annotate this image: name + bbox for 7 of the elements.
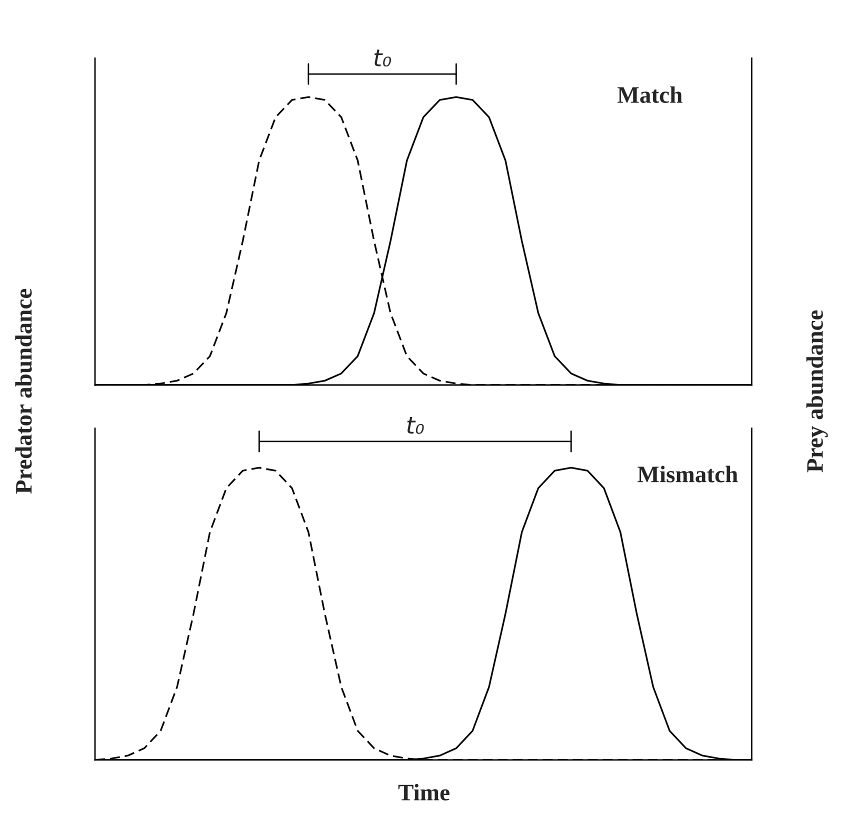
annotation: Match	[618, 86, 682, 103]
text: t₀	[407, 417, 424, 434]
x-axis-title: Time	[398, 784, 450, 801]
y2-axis-title: Prey abundance	[806, 310, 828, 472]
annotation: Mismatch	[638, 466, 738, 482]
text: t₀	[374, 50, 392, 66]
y-axis-title: Predator abundance	[15, 288, 32, 494]
